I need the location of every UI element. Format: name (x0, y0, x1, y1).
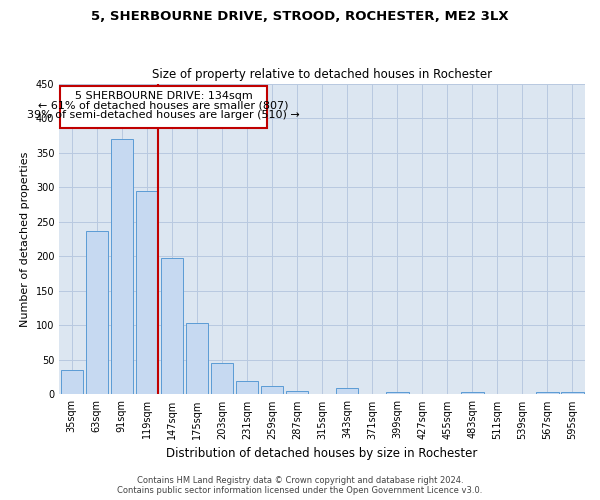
Y-axis label: Number of detached properties: Number of detached properties (20, 152, 30, 326)
Bar (386, 392, 409, 394)
Bar (561, 392, 584, 394)
Bar (61, 370, 83, 394)
Bar (161, 258, 183, 394)
Bar (211, 364, 233, 394)
Bar (461, 392, 484, 394)
Bar (86, 230, 108, 394)
Title: Size of property relative to detached houses in Rochester: Size of property relative to detached ho… (152, 68, 492, 81)
Bar (136, 190, 158, 394)
Bar (286, 391, 308, 394)
Bar (536, 392, 559, 394)
X-axis label: Distribution of detached houses by size in Rochester: Distribution of detached houses by size … (166, 447, 478, 460)
Bar (110, 139, 133, 394)
Text: 5, SHERBOURNE DRIVE, STROOD, ROCHESTER, ME2 3LX: 5, SHERBOURNE DRIVE, STROOD, ROCHESTER, … (91, 10, 509, 23)
Text: ← 61% of detached houses are smaller (807): ← 61% of detached houses are smaller (80… (38, 101, 289, 111)
Bar (261, 386, 283, 394)
Bar (336, 388, 358, 394)
Bar (185, 322, 208, 394)
Text: Contains HM Land Registry data © Crown copyright and database right 2024.
Contai: Contains HM Land Registry data © Crown c… (118, 476, 482, 495)
FancyBboxPatch shape (60, 86, 267, 128)
Text: 39% of semi-detached houses are larger (510) →: 39% of semi-detached houses are larger (… (27, 110, 300, 120)
Bar (236, 380, 258, 394)
Text: 5 SHERBOURNE DRIVE: 134sqm: 5 SHERBOURNE DRIVE: 134sqm (74, 91, 252, 101)
